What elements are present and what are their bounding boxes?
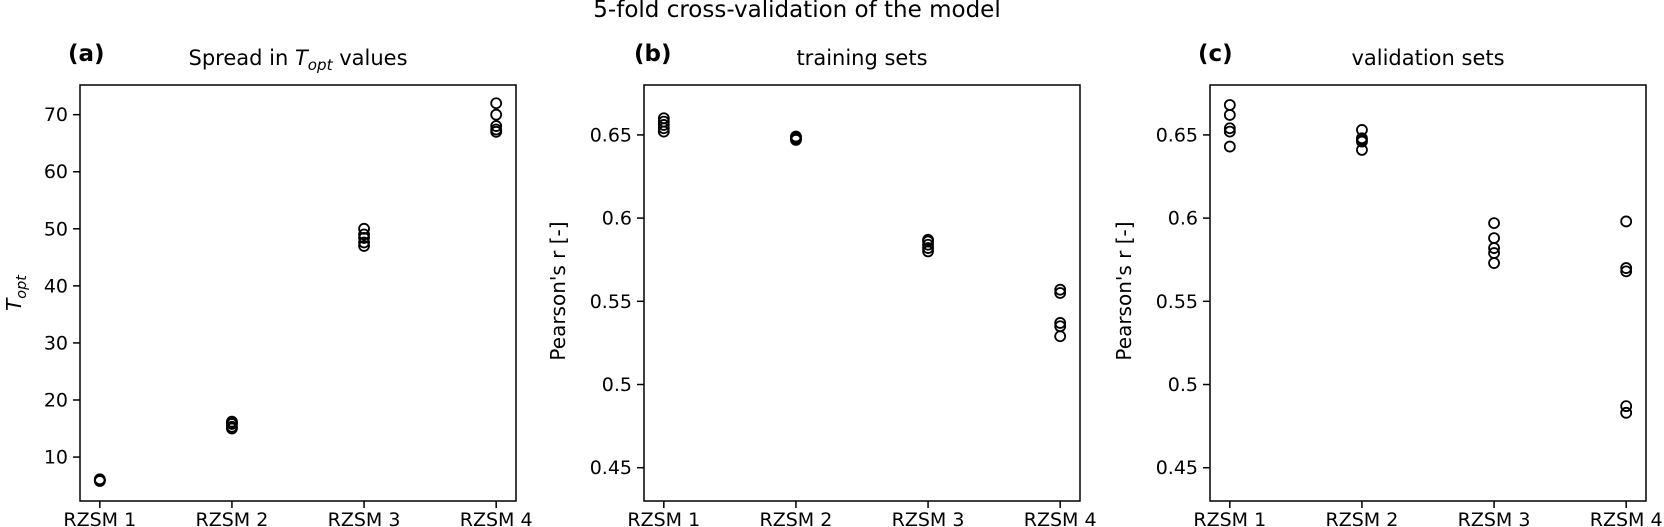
data-point	[1054, 330, 1067, 343]
y-tick-label: 0.5	[1168, 374, 1198, 396]
panel-title-a-math-symbol: T	[294, 46, 308, 70]
data-point	[657, 119, 670, 131]
x-tick-label: RZSM 4	[460, 509, 533, 527]
data-point	[1620, 265, 1633, 278]
panel-title-a-math-subscript: opt	[307, 56, 333, 75]
axes-border	[643, 84, 1081, 502]
data-point	[1054, 287, 1067, 299]
y-tick-label: 70	[44, 104, 68, 126]
data-point	[490, 123, 503, 136]
data-point	[1620, 400, 1633, 413]
y-tick-label: 10	[44, 447, 68, 469]
y-tick-label: 0.45	[590, 457, 632, 479]
x-tick-label: RZSM 1	[63, 509, 136, 527]
data-point	[1488, 232, 1500, 244]
y-tick-label: 0.65	[1156, 124, 1198, 146]
panel-label-b: (b)	[634, 41, 672, 67]
data-point	[1488, 217, 1500, 230]
data-point	[1620, 215, 1633, 228]
y-tick-label: 0.55	[1156, 291, 1198, 313]
y-tick-label: 0.6	[1168, 208, 1198, 230]
panel-title-a: Spread in Topt values	[80, 46, 516, 74]
x-tick-label: RZSM 2	[760, 509, 833, 527]
data-point	[1223, 122, 1236, 135]
data-point	[226, 415, 238, 428]
data-point	[358, 228, 370, 241]
y-tick-label: 0.65	[590, 124, 632, 146]
data-point	[1488, 247, 1500, 259]
y-tick-label: 60	[44, 161, 68, 183]
y-tick-label: 50	[44, 218, 68, 240]
data-point	[358, 236, 370, 249]
data-point	[1488, 257, 1500, 269]
data-point	[1054, 317, 1067, 329]
panel-label-c: (c)	[1198, 41, 1233, 67]
panel-a: 10 20 30 40 50 60 70 RZSM 1 RZSM 2 RZSM 3 RZSM 4	[44, 84, 533, 527]
y-tick-label: 0.5	[602, 374, 632, 396]
data-point	[1223, 109, 1236, 121]
x-tick-label: RZSM 2	[196, 509, 269, 527]
data-point	[358, 240, 370, 252]
data-point	[657, 112, 670, 125]
x-tick-label: RZSM 4	[1590, 509, 1663, 527]
data-point	[790, 130, 802, 143]
data-point	[1356, 124, 1368, 136]
data-point	[1620, 406, 1633, 419]
data-point	[1223, 125, 1236, 138]
data-point	[1223, 140, 1236, 153]
panel-title-c: validation sets	[1351, 46, 1505, 70]
x-tick-label: RZSM 2	[1326, 509, 1399, 527]
data-point	[1223, 99, 1236, 111]
data-point	[490, 120, 503, 132]
data-point	[1356, 132, 1368, 145]
x-tick-label: RZSM 4	[1024, 509, 1097, 527]
data-point	[1620, 262, 1633, 274]
data-point	[93, 473, 106, 486]
y-tick-label: 0.45	[1156, 457, 1198, 479]
panel-c: 0.45 0.5 0.55 0.6 0.65 RZSM 1 RZSM 2 RZSM 3 RZSM…	[1156, 84, 1663, 527]
y-tick-label: 20	[44, 389, 68, 411]
y-tick-label: 0.55	[590, 291, 632, 313]
y-tick-label: 30	[44, 332, 68, 354]
data-point	[657, 115, 670, 128]
data-point	[358, 222, 370, 235]
x-tick-label: RZSM 1	[1193, 509, 1266, 527]
data-point	[1054, 320, 1067, 333]
x-tick-label: RZSM 3	[892, 509, 965, 527]
data-point	[1054, 283, 1067, 296]
panel-label-a: (a)	[68, 41, 105, 67]
data-point	[922, 238, 934, 251]
panel-title-a-prefix: Spread in	[188, 46, 295, 70]
panel-b: 0.45 0.5 0.55 0.6 0.65 RZSM 1 RZSM 2 RZSM 3 RZSM…	[590, 84, 1097, 527]
panel-title-a-suffix: values	[332, 46, 408, 70]
y-tick-label: 40	[44, 275, 68, 297]
figure-title: 5-fold cross-validation of the model	[593, 0, 1001, 23]
panel-title-b: training sets	[796, 46, 928, 70]
axes-border	[1209, 84, 1647, 502]
y-tick-label: 0.6	[602, 208, 632, 230]
data-point	[490, 108, 503, 121]
x-tick-label: RZSM 1	[627, 509, 700, 527]
data-point	[922, 242, 934, 254]
data-point	[490, 97, 503, 110]
x-tick-label: RZSM 3	[1458, 509, 1531, 527]
x-tick-label: RZSM 3	[328, 509, 401, 527]
axes-border	[79, 84, 517, 502]
data-point	[922, 233, 934, 246]
